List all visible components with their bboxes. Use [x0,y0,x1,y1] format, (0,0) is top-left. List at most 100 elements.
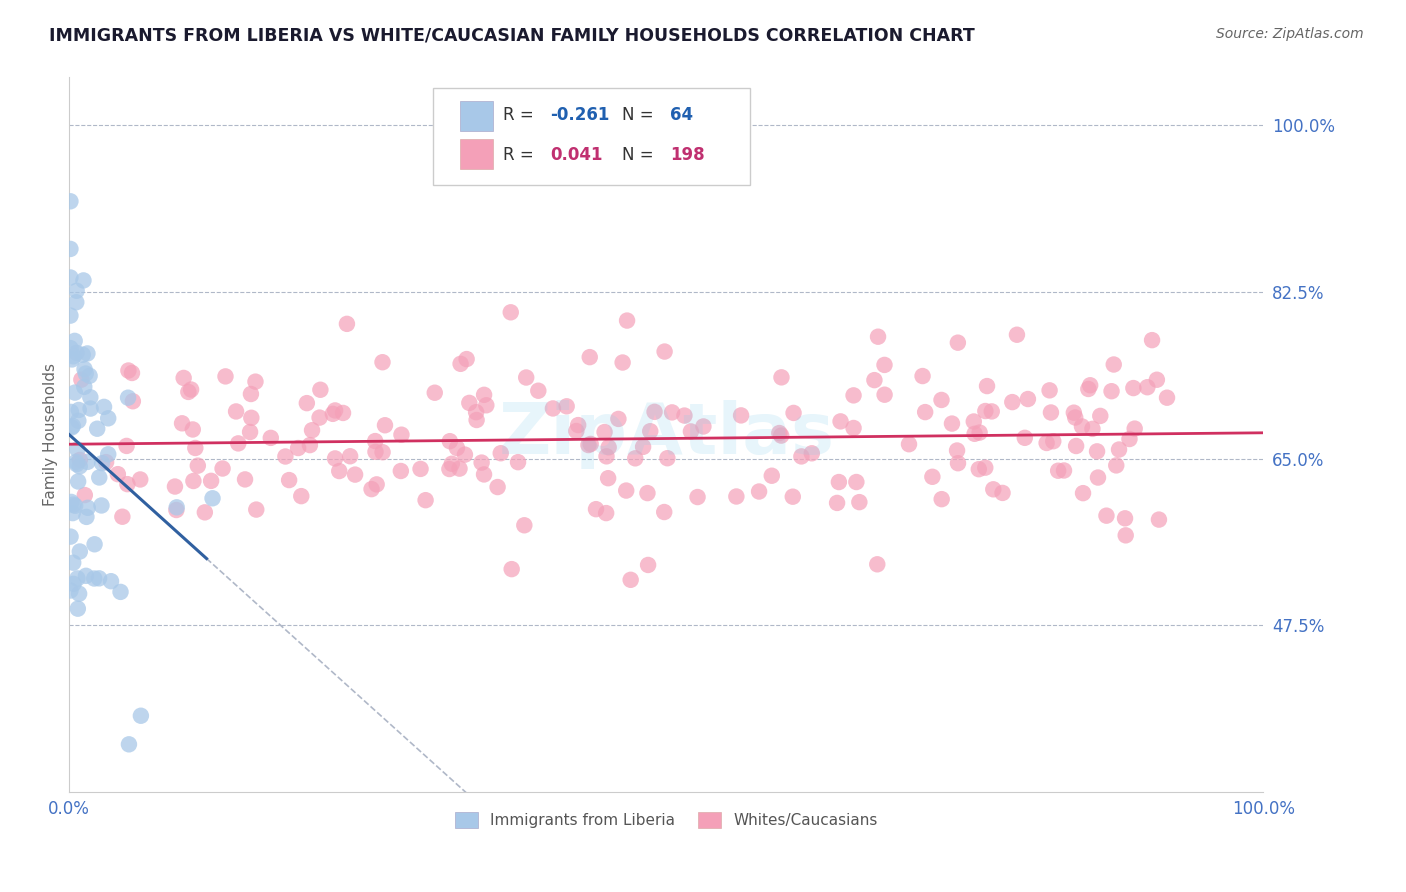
Point [86,422,108,436]
Point [1095,508,1118,523]
Point [1102,358,1125,372]
Point [657,451,679,466]
Point [62,506,84,520]
Point [1090,409,1112,423]
Point [239,387,262,401]
Point [489,446,512,460]
Point [782,490,804,504]
Point [567,418,589,433]
Point [62,419,84,434]
Point [941,417,963,431]
Point [1064,410,1087,425]
Point [79,368,101,383]
Point [1053,463,1076,477]
Point [931,392,953,407]
Point [673,409,696,423]
Point [60,352,83,367]
Point [173,371,195,385]
Point [97,411,120,425]
Point [76,455,98,469]
Point [863,373,886,387]
FancyBboxPatch shape [460,101,494,130]
Point [67,475,90,489]
Point [76,346,98,360]
Point [59,405,82,419]
Point [323,451,346,466]
Point [200,474,222,488]
Point [111,509,134,524]
Point [278,473,301,487]
Point [90,499,112,513]
Point [607,412,630,426]
Point [91,456,114,470]
Point [1136,380,1159,394]
Point [873,358,896,372]
Point [63,385,86,400]
Point [1115,528,1137,542]
Point [73,488,96,502]
Point [245,502,267,516]
Point [183,474,205,488]
Point [1047,464,1070,478]
Point [60,420,83,434]
Point [339,449,361,463]
Point [449,461,471,475]
Point [364,445,387,459]
Point [1146,373,1168,387]
Point [1101,384,1123,399]
Point [89,470,111,484]
Point [825,496,848,510]
Point [828,475,851,489]
Point [963,426,986,441]
Point [595,506,617,520]
Point [79,390,101,404]
Point [1071,486,1094,500]
Point [471,456,494,470]
Text: 64: 64 [669,106,693,124]
Point [1085,444,1108,458]
Point [166,500,188,515]
Point [117,477,139,491]
Text: IMMIGRANTS FROM LIBERIA VS WHITE/CAUCASIAN FAMILY HOUSEHOLDS CORRELATION CHART: IMMIGRANTS FROM LIBERIA VS WHITE/CAUCASI… [49,27,974,45]
Point [842,388,865,402]
Point [679,425,702,439]
Point [873,387,896,401]
Point [62,556,84,570]
Y-axis label: Family Households: Family Households [44,363,58,506]
Point [768,425,790,440]
Point [1017,392,1039,406]
Point [328,464,350,478]
Point [59,341,82,355]
Point [59,270,82,285]
Text: N =: N = [621,146,654,164]
Point [260,431,283,445]
Point [578,350,600,364]
Point [845,475,868,489]
Point [638,424,661,438]
Text: ZipAtlas: ZipAtlas [498,401,834,469]
Point [366,477,388,491]
Point [1039,405,1062,419]
Point [62,498,84,512]
Point [59,530,82,544]
Point [1108,442,1130,457]
Point [65,295,87,310]
Point [201,491,224,506]
Point [946,443,969,458]
Point [598,471,620,485]
Point [631,440,654,454]
Point [1064,439,1087,453]
Point [1039,384,1062,398]
Point [1147,513,1170,527]
Point [117,363,139,377]
Point [1078,378,1101,392]
Point [69,544,91,558]
Point [652,505,675,519]
Point [129,473,152,487]
Point [1105,458,1128,473]
Point [118,737,141,751]
Point [770,370,793,384]
Point [1087,470,1109,484]
Point [1140,333,1163,347]
Point [374,418,396,433]
